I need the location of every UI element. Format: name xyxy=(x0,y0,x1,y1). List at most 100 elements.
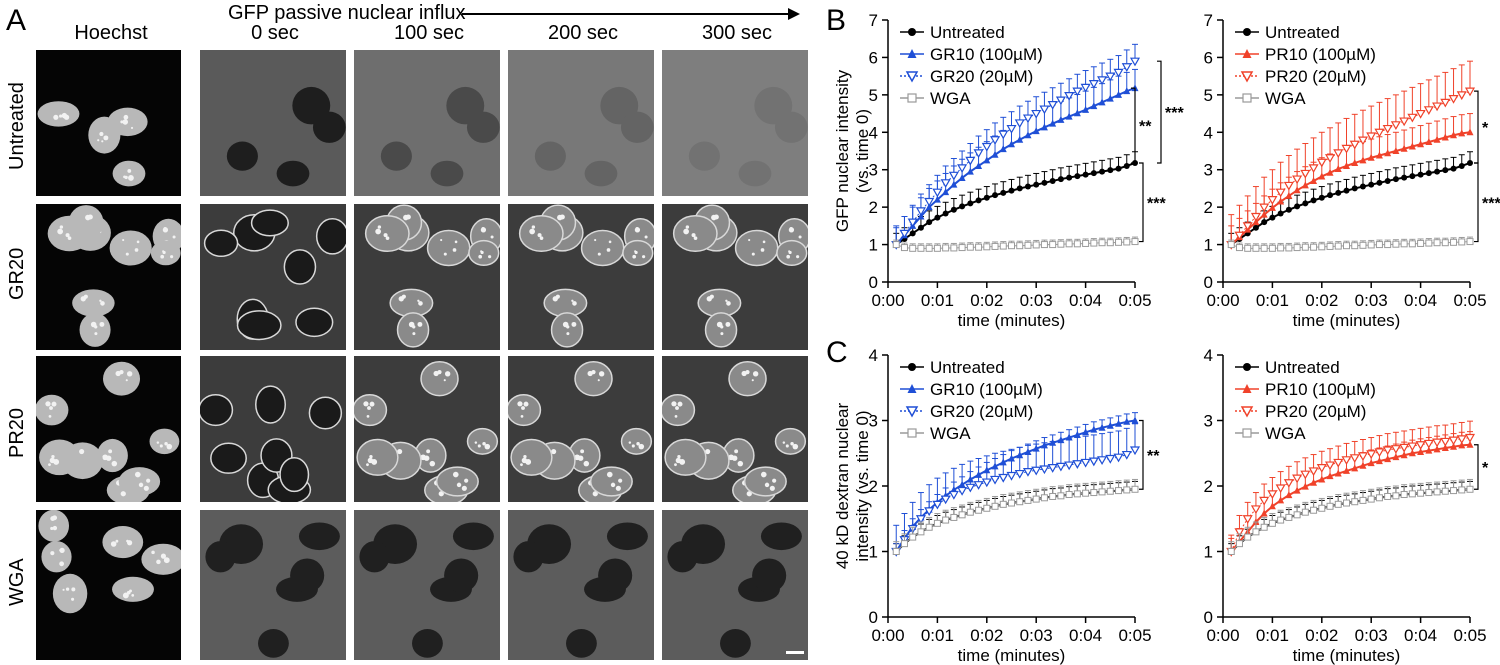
micrograph-pr20-hoechst xyxy=(36,356,181,502)
data-point xyxy=(1448,436,1459,446)
data-point xyxy=(1399,443,1410,453)
data-point xyxy=(966,167,974,175)
legend-label: GR20 (20µM) xyxy=(930,67,1033,86)
legend: Untreated PR10 (100µM) PR20 (20µM) WGA xyxy=(1235,358,1376,443)
legend-marker xyxy=(1242,93,1252,103)
data-point xyxy=(1425,170,1432,177)
data-point xyxy=(1099,168,1106,175)
data-point xyxy=(1032,241,1040,249)
data-point xyxy=(1055,96,1066,106)
panel-b-letter: B xyxy=(826,4,847,37)
data-point xyxy=(1316,464,1327,473)
data-point xyxy=(983,194,990,201)
data-point xyxy=(1417,140,1425,148)
y-tick-label: 5 xyxy=(869,86,878,105)
data-point xyxy=(1464,87,1476,97)
timepoint-label-0: 0 sec xyxy=(251,22,299,44)
data-point xyxy=(924,507,935,517)
micrograph-wga-100s xyxy=(354,510,500,660)
data-point xyxy=(1113,68,1124,78)
data-point xyxy=(1441,487,1449,495)
data-point xyxy=(1367,153,1375,161)
data-point xyxy=(1357,136,1368,146)
data-point xyxy=(1006,471,1017,481)
data-point xyxy=(1433,239,1441,247)
scale-bar xyxy=(786,651,804,654)
data-point xyxy=(1242,515,1253,524)
data-point xyxy=(973,481,984,490)
data-point xyxy=(1450,238,1458,246)
data-point xyxy=(1277,516,1285,524)
data-point xyxy=(917,224,924,231)
data-point xyxy=(1382,124,1393,134)
x-tick-label: 0:00 xyxy=(1206,291,1239,310)
timepoint-label-100: 100 sec xyxy=(393,22,465,44)
data-point xyxy=(1106,239,1114,247)
y-tick-label: 4 xyxy=(1204,346,1213,365)
data-point xyxy=(1408,142,1416,150)
data-point xyxy=(1408,449,1416,457)
micrograph-untreated-hoechst xyxy=(36,50,181,196)
data-point xyxy=(1325,154,1336,163)
data-point xyxy=(958,244,966,252)
data-point xyxy=(991,150,999,158)
data-point xyxy=(1301,243,1309,251)
data-point xyxy=(1090,425,1098,433)
y-tick-label: 6 xyxy=(1204,48,1213,67)
legend: Untreated GR10 (100µM) GR20 (20µM) WGA xyxy=(900,358,1043,443)
data-point xyxy=(1244,244,1252,252)
data-point xyxy=(1024,183,1031,190)
data-point xyxy=(1327,192,1334,199)
data-point xyxy=(1039,105,1050,115)
data-point xyxy=(900,244,908,252)
data-point xyxy=(1417,489,1425,497)
data-point xyxy=(932,500,943,510)
data-point xyxy=(1349,140,1360,150)
data-point xyxy=(1066,174,1073,181)
data-point xyxy=(983,243,991,251)
data-point xyxy=(1374,128,1385,138)
data-point xyxy=(1441,239,1449,247)
data-point xyxy=(1425,138,1433,146)
data-point xyxy=(1292,474,1303,484)
data-point xyxy=(1049,177,1056,184)
x-axis-label: time (minutes) xyxy=(958,646,1066,665)
data-point xyxy=(1277,496,1285,504)
data-point xyxy=(1285,206,1292,213)
data-point xyxy=(1049,492,1057,500)
data-point xyxy=(1301,482,1309,490)
data-point xyxy=(1310,197,1317,204)
data-point xyxy=(1326,168,1334,176)
legend-label: PR20 (20µM) xyxy=(1265,67,1366,86)
significance-bracket xyxy=(1474,90,1479,164)
data-point xyxy=(975,161,983,169)
x-tick-label: 0:00 xyxy=(1206,626,1239,645)
significance-label: *** xyxy=(1482,195,1500,212)
data-point xyxy=(1022,114,1033,124)
legend-marker xyxy=(907,384,917,393)
data-point xyxy=(1390,445,1401,454)
significance-bracket xyxy=(1474,162,1479,243)
data-point xyxy=(1343,466,1350,474)
influx-title: GFP passive nuclear influx xyxy=(228,2,466,24)
data-point xyxy=(1014,469,1025,479)
influx-arrow xyxy=(462,8,800,20)
data-point xyxy=(1073,490,1081,498)
data-point xyxy=(1121,450,1132,460)
data-point xyxy=(1351,498,1359,506)
data-point xyxy=(1409,173,1416,180)
data-point xyxy=(1300,470,1311,480)
data-point xyxy=(1316,158,1327,168)
data-point xyxy=(1259,496,1270,506)
data-point xyxy=(950,180,958,188)
data-point xyxy=(1082,105,1090,113)
micrograph-pr20-300s xyxy=(662,356,808,502)
data-point xyxy=(1343,161,1350,169)
y-tick-label: 4 xyxy=(869,123,878,142)
data-point xyxy=(1341,144,1352,154)
data-point xyxy=(1425,489,1433,497)
significance-label: ** xyxy=(1147,448,1160,465)
data-point xyxy=(1301,181,1309,189)
data-point xyxy=(1227,548,1235,555)
row-label-untreated: Untreated xyxy=(6,82,28,170)
